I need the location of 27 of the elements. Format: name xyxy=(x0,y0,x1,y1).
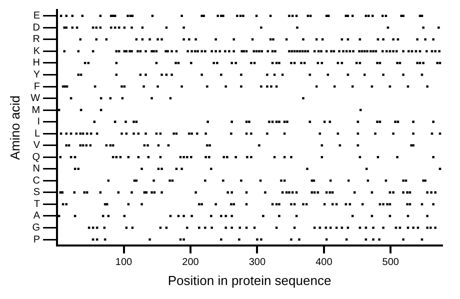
y-tick-label: V xyxy=(33,140,40,152)
x-tick-label: 400 xyxy=(316,257,333,268)
y-axis-title: Amino acid xyxy=(7,96,22,160)
y-tick-label: D xyxy=(32,22,40,34)
x-tick-label: 200 xyxy=(182,257,200,268)
y-tick-label: M xyxy=(32,104,40,116)
y-tick-label: E xyxy=(33,10,40,22)
y-tick-label: Y xyxy=(33,69,40,80)
y-tick-label: P xyxy=(33,234,40,246)
x-axis-title: Position in protein sequence xyxy=(168,272,332,288)
y-tick-label: Q xyxy=(32,152,40,163)
y-tick-label: S xyxy=(33,187,40,198)
y-tick-label: W xyxy=(30,93,41,104)
y-tick-label: H xyxy=(32,58,40,69)
x-tick-label: 300 xyxy=(248,257,266,268)
y-tick-label: N xyxy=(32,164,40,175)
y-tick-label: A xyxy=(33,210,40,222)
y-tick-label: I xyxy=(37,116,40,128)
y-tick-label: C xyxy=(32,175,40,186)
x-tick-label: 500 xyxy=(382,257,400,268)
y-tick-label: G xyxy=(32,222,40,234)
y-tick-label: R xyxy=(32,34,40,46)
y-tick-label: K xyxy=(33,46,40,57)
y-tick-label: F xyxy=(34,81,40,92)
y-tick-label: T xyxy=(34,198,40,210)
y-tick-label: L xyxy=(34,128,40,140)
x-tick-label: 100 xyxy=(115,257,133,268)
